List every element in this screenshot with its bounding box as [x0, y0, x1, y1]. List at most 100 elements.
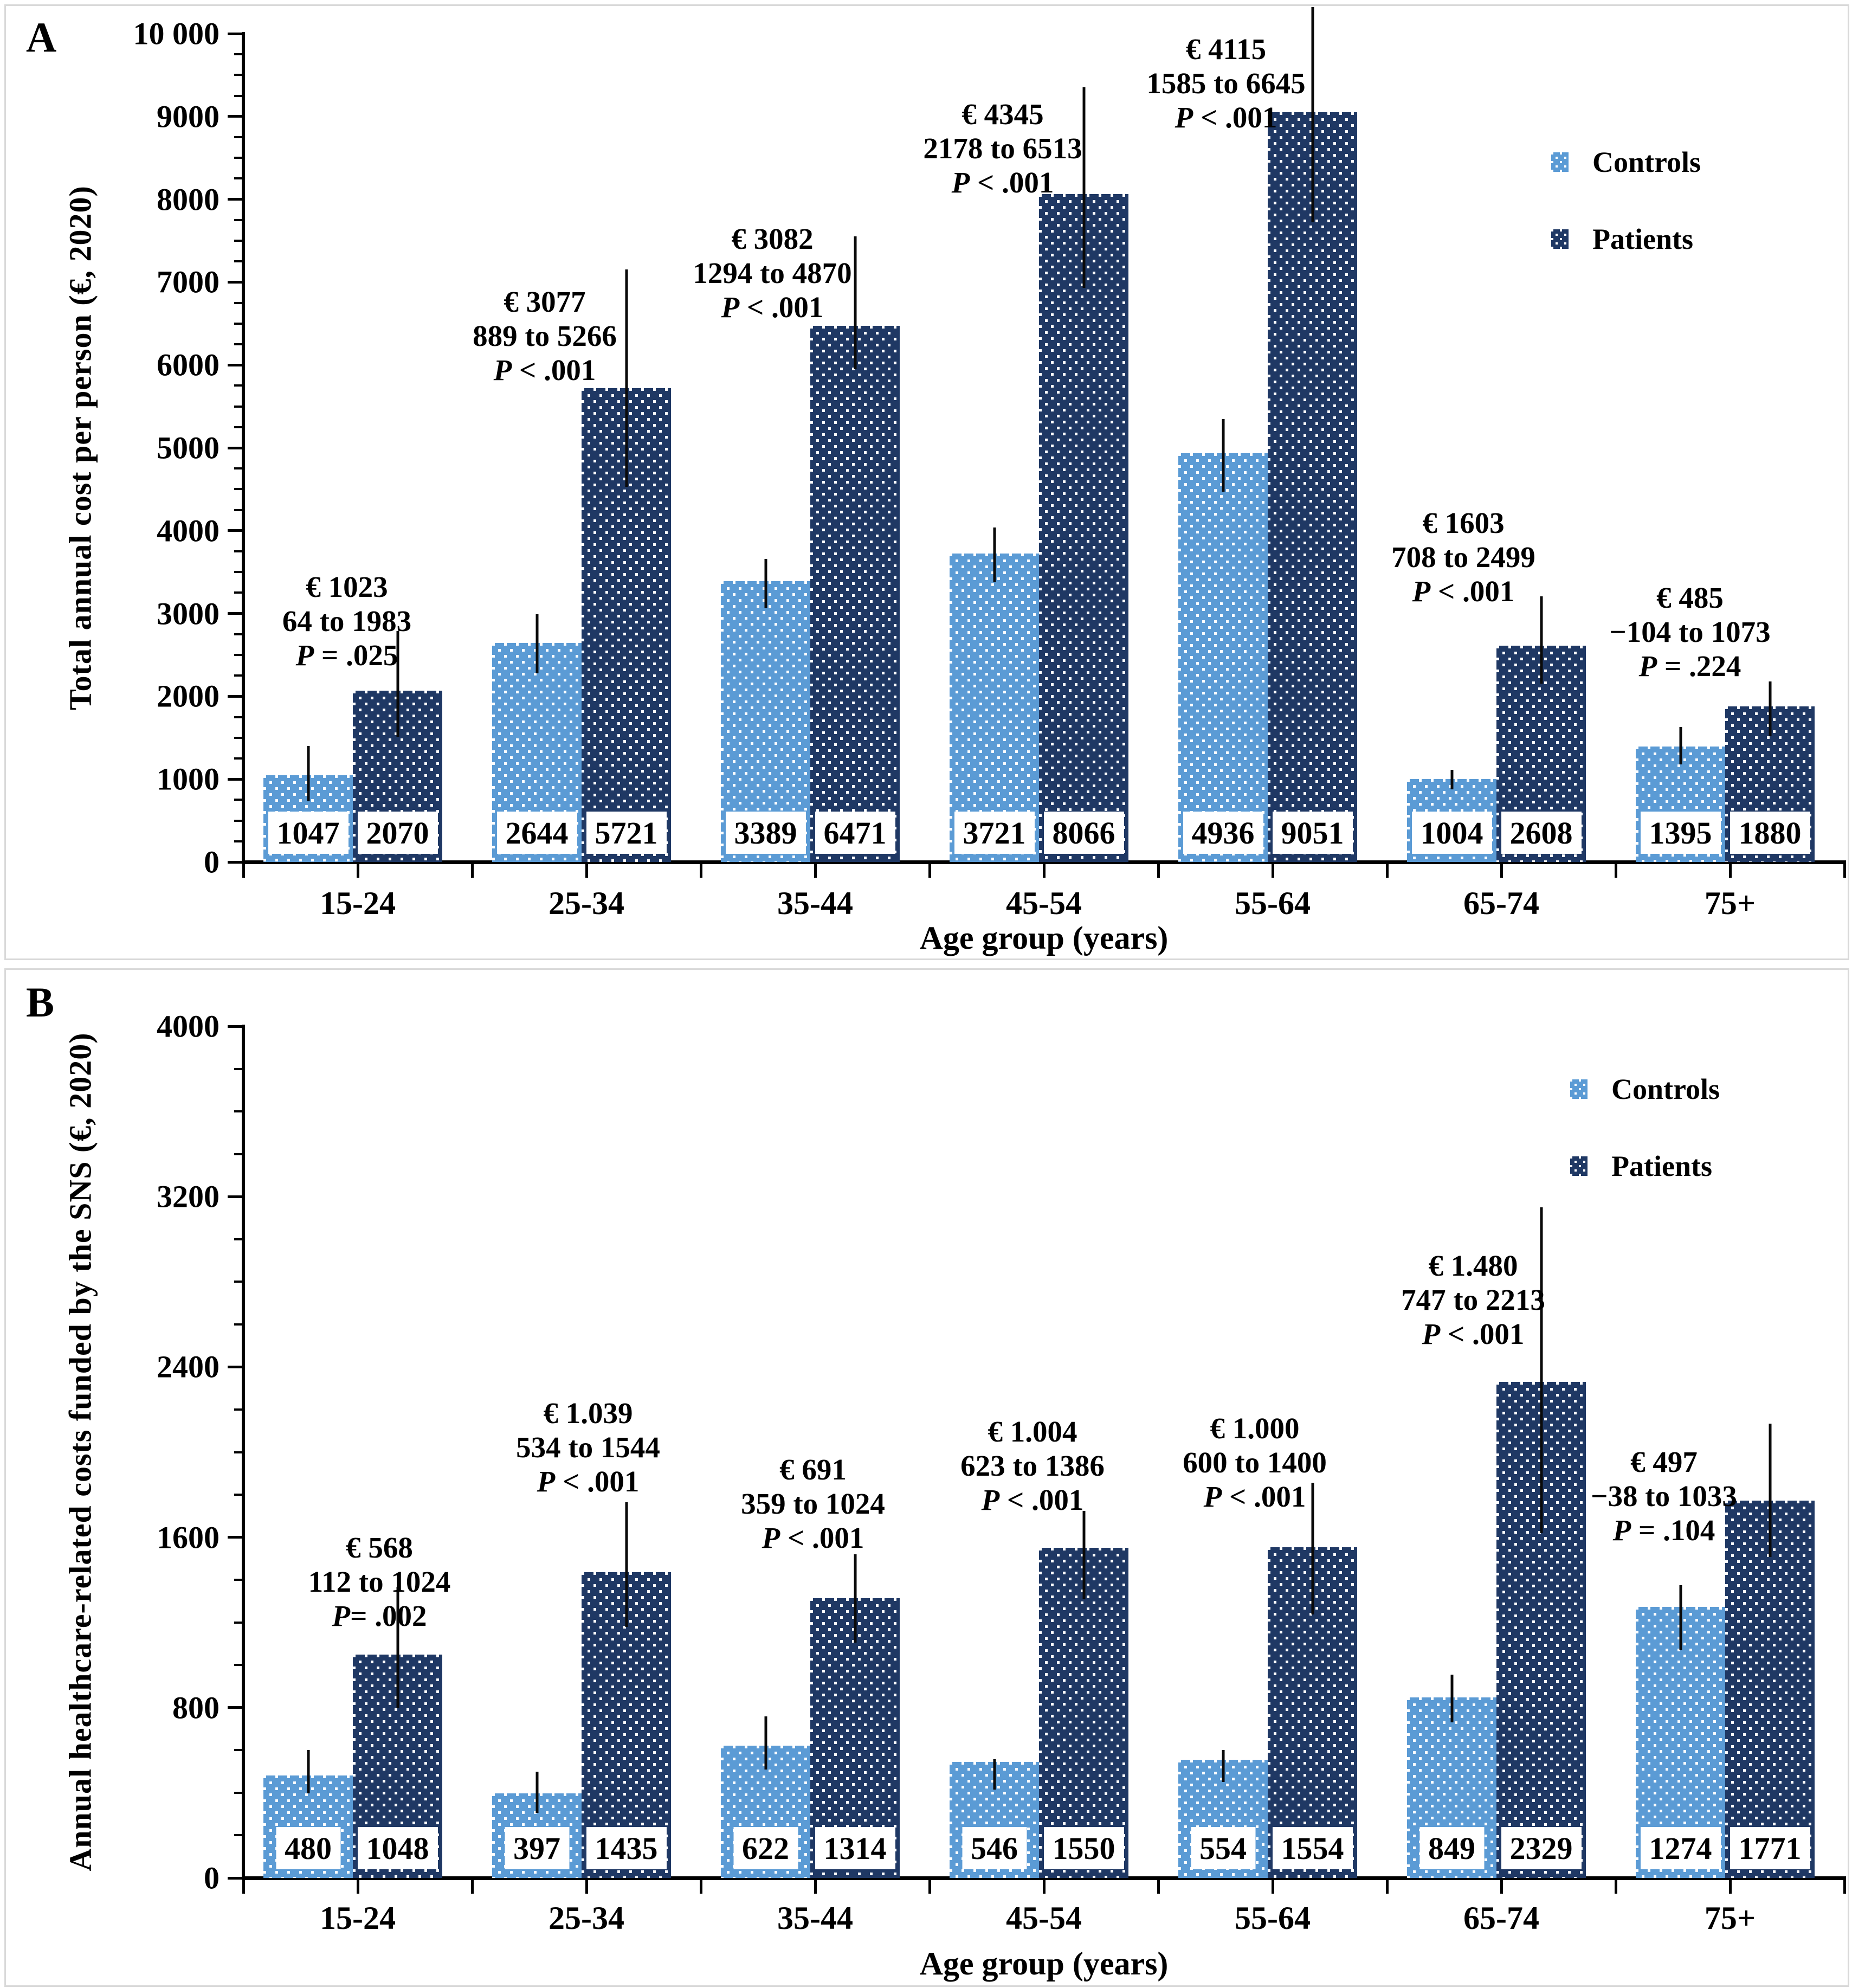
panel-a-bar-patients-35-44: [810, 326, 900, 862]
panel-a-y-minor-tick: [234, 384, 242, 387]
panel-b-value-label-controls-65-74: 849: [1419, 1827, 1484, 1869]
panel-b-y-minor-tick: [234, 1153, 242, 1155]
panel-a-y-tick-label: 6000: [157, 347, 220, 383]
annotation-amount: € 4115: [1185, 33, 1267, 66]
annotation-p-value: P < .001: [951, 166, 1054, 199]
panel-a-annotation-55-64: € 4115 1585 to 6645 P < .001: [1146, 32, 1305, 134]
panel-a-value-label-patients-65-74: 2608: [1501, 812, 1582, 854]
annotation-amount: € 485: [1656, 581, 1724, 614]
panel-b-y-minor-tick: [234, 1451, 242, 1453]
panel-b-value-label-patients-15-24: 1048: [357, 1827, 438, 1869]
annotation-ci: 747 to 2213: [1401, 1283, 1545, 1316]
panel-a-value-label-controls-55-64: 4936: [1183, 812, 1263, 854]
panel-a-x-tick: [1614, 864, 1617, 878]
panel-b-value-label-controls-35-44: 622: [733, 1827, 798, 1869]
panel-b-x-tick: [1385, 1880, 1389, 1894]
panel-a-error-bar-controls-15-24: [307, 746, 309, 802]
annotation-ci: 889 to 5266: [473, 319, 617, 352]
panel-a-border: [4, 4, 1849, 960]
panel-a-x-axis: [242, 860, 1846, 864]
panel-a-y-tick-label: 0: [204, 844, 220, 880]
panel-a-y-minor-tick: [234, 840, 242, 842]
legend-label-controls: Controls: [1611, 1073, 1720, 1105]
panel-a-y-major-tick: [228, 446, 242, 449]
panel-b-y-axis: [242, 1025, 245, 1880]
panel-a-y-major-tick: [228, 777, 242, 781]
panel-a-x-tick: [699, 864, 702, 878]
panel-b-bar-patients-45-54: [1039, 1548, 1128, 1878]
panel-a-x-tick: [356, 864, 359, 878]
controls-swatch-icon: [1551, 152, 1569, 172]
panel-a-annotation-15-24: € 1023 64 to 1983 P = .025: [282, 570, 411, 672]
panel-a-value-label-controls-65-74: 1004: [1411, 812, 1492, 854]
panel-a-error-bar-controls-55-64: [1222, 419, 1224, 492]
panel-b-value-label-controls-45-54: 546: [962, 1827, 1027, 1869]
panel-b-error-bar-controls-35-44: [764, 1716, 767, 1770]
patients-swatch-icon: [1570, 1156, 1588, 1176]
panel-a-annotation-45-54: € 4345 2178 to 6513 P < .001: [923, 97, 1082, 200]
panel-a-y-major-tick: [228, 694, 242, 698]
panel-a-value-label-patients-35-44: 6471: [815, 812, 895, 854]
panel-b-x-tick: [928, 1880, 931, 1894]
annotation-amount: € 1.004: [988, 1415, 1077, 1448]
panel-a-y-minor-tick: [234, 94, 242, 97]
annotation-ci: 534 to 1544: [516, 1431, 660, 1464]
annotation-ci: 112 to 1024: [308, 1565, 451, 1598]
panel-a-error-bar-patients-25-34: [625, 269, 628, 487]
panel-b-error-bar-patients-35-44: [854, 1554, 856, 1643]
panel-b-y-minor-tick: [234, 1834, 242, 1837]
panel-a-y-minor-tick: [234, 488, 242, 491]
panel-a-category-label: 45-54: [1006, 885, 1082, 921]
annotation-p-value: P < .001: [493, 353, 596, 387]
panel-b-error-bar-controls-45-54: [993, 1759, 996, 1790]
panel-a-y-minor-tick: [234, 736, 242, 739]
panel-b-letter: B: [26, 979, 55, 1026]
panel-a-bar-patients-25-34: [582, 388, 671, 862]
panel-b-x-tick: [814, 1880, 817, 1894]
annotation-ci: −104 to 1073: [1609, 615, 1771, 648]
panel-a-y-minor-tick: [234, 591, 242, 594]
panel-b-error-bar-controls-15-24: [307, 1749, 309, 1794]
panel-b-category-label: 25-34: [548, 1900, 624, 1936]
panel-a-y-major-tick: [228, 860, 242, 864]
panel-a-y-minor-tick: [234, 177, 242, 180]
annotation-p-value: P= .002: [332, 1599, 427, 1632]
panel-b-border: [4, 968, 1849, 1987]
panel-b-category-label: 55-64: [1235, 1900, 1311, 1936]
panel-b-error-bar-controls-55-64: [1222, 1749, 1224, 1782]
annotation-p-value: P = .104: [1612, 1514, 1715, 1547]
annotation-amount: € 1.480: [1428, 1249, 1518, 1282]
panel-a-y-tick-label: 8000: [157, 182, 220, 217]
panel-b-x-tick: [699, 1880, 702, 1894]
panel-a-x-axis-title: Age group (years): [919, 920, 1169, 956]
panel-b-annotation-55-64: € 1.000 600 to 1400 P < .001: [1183, 1411, 1327, 1514]
panel-b-annotation-75+: € 497 −38 to 1033 P = .104: [1591, 1445, 1737, 1547]
panel-b-category-label: 65-74: [1463, 1900, 1539, 1936]
panel-b-x-tick: [1500, 1880, 1503, 1894]
legend-label-patients: Patients: [1592, 223, 1693, 255]
panel-a-y-tick-label: 2000: [157, 678, 220, 714]
panel-a-x-tick: [814, 864, 817, 878]
panel-a-y-minor-tick: [234, 426, 242, 428]
panel-a-y-tick-label: 5000: [157, 430, 220, 466]
panel-b-category-label: 75+: [1704, 1900, 1756, 1936]
legend-label-controls: Controls: [1592, 146, 1701, 178]
panel-a-annotation-75+: € 485 −104 to 1073 P = .224: [1609, 581, 1770, 683]
panel-b-category-label: 45-54: [1006, 1900, 1082, 1936]
panel-a-y-major-tick: [228, 612, 242, 615]
panel-a-error-bar-patients-55-64: [1311, 7, 1314, 223]
panel-b-value-label-patients-25-34: 1435: [586, 1827, 667, 1869]
panel-a-letter: A: [26, 14, 57, 61]
panel-a-bar-controls-45-54: [950, 554, 1039, 862]
panel-a-x-tick: [1843, 864, 1846, 878]
panel-b-error-bar-patients-15-24: [396, 1586, 399, 1708]
annotation-amount: € 3077: [504, 285, 586, 318]
panel-a-y-tick-label: 7000: [157, 264, 220, 300]
panel-b-category-label: 35-44: [777, 1900, 853, 1936]
panel-b-x-axis: [242, 1876, 1846, 1880]
panel-a-y-tick-label: 3000: [157, 596, 220, 632]
panel-b-y-major-tick: [228, 1365, 242, 1368]
panel-a-x-tick: [1157, 864, 1160, 878]
panel-b-value-label-patients-35-44: 1314: [815, 1827, 895, 1869]
